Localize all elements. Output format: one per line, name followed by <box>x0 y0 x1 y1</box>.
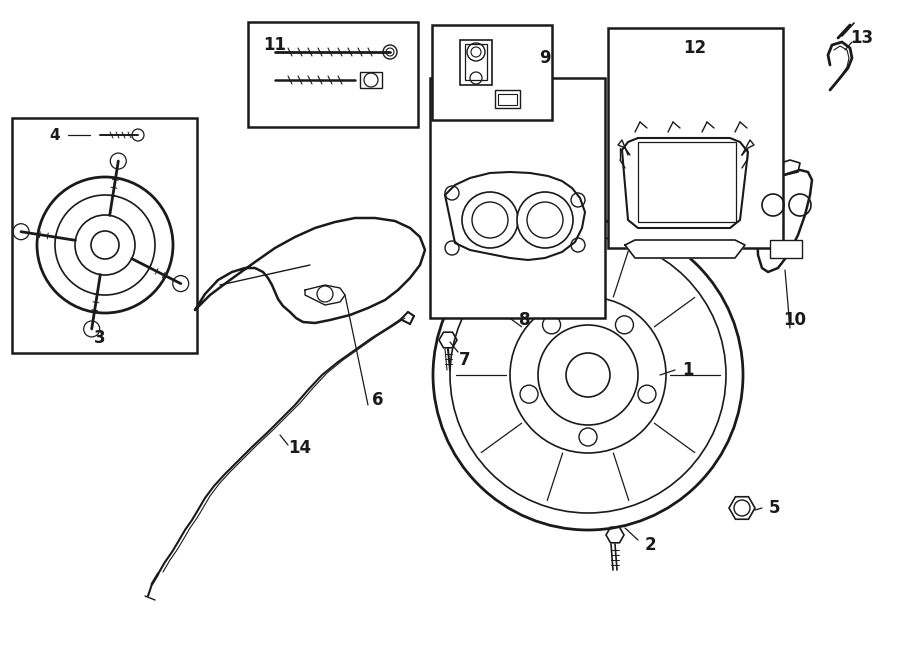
Text: 9: 9 <box>539 49 551 67</box>
Circle shape <box>579 428 597 446</box>
Text: 11: 11 <box>264 36 286 54</box>
Circle shape <box>462 192 518 248</box>
Bar <box>432 25 552 120</box>
Text: 7: 7 <box>459 351 471 369</box>
Text: 1: 1 <box>682 361 694 379</box>
Bar <box>12 118 197 353</box>
Polygon shape <box>625 240 745 258</box>
Circle shape <box>543 316 561 334</box>
Bar <box>608 28 783 248</box>
Text: 14: 14 <box>288 439 311 457</box>
Text: 2: 2 <box>644 536 656 554</box>
Text: 13: 13 <box>850 29 874 47</box>
Circle shape <box>638 385 656 403</box>
Text: 12: 12 <box>683 39 706 57</box>
Text: 5: 5 <box>770 499 781 517</box>
Bar <box>248 22 418 127</box>
Bar <box>770 240 802 258</box>
Text: 6: 6 <box>373 391 383 409</box>
Circle shape <box>517 192 573 248</box>
Circle shape <box>520 385 538 403</box>
Bar <box>465 44 487 80</box>
Polygon shape <box>762 160 800 178</box>
Bar <box>460 40 492 85</box>
Polygon shape <box>622 138 748 228</box>
Bar <box>430 78 605 318</box>
Bar <box>498 94 517 105</box>
Text: 8: 8 <box>519 311 531 329</box>
Text: 10: 10 <box>784 311 806 329</box>
Bar <box>638 142 736 222</box>
Circle shape <box>616 316 634 334</box>
Bar <box>360 72 382 88</box>
Bar <box>495 90 520 108</box>
Polygon shape <box>757 170 812 272</box>
Polygon shape <box>445 172 585 260</box>
Text: 4: 4 <box>50 128 60 143</box>
Text: 3: 3 <box>94 329 106 347</box>
